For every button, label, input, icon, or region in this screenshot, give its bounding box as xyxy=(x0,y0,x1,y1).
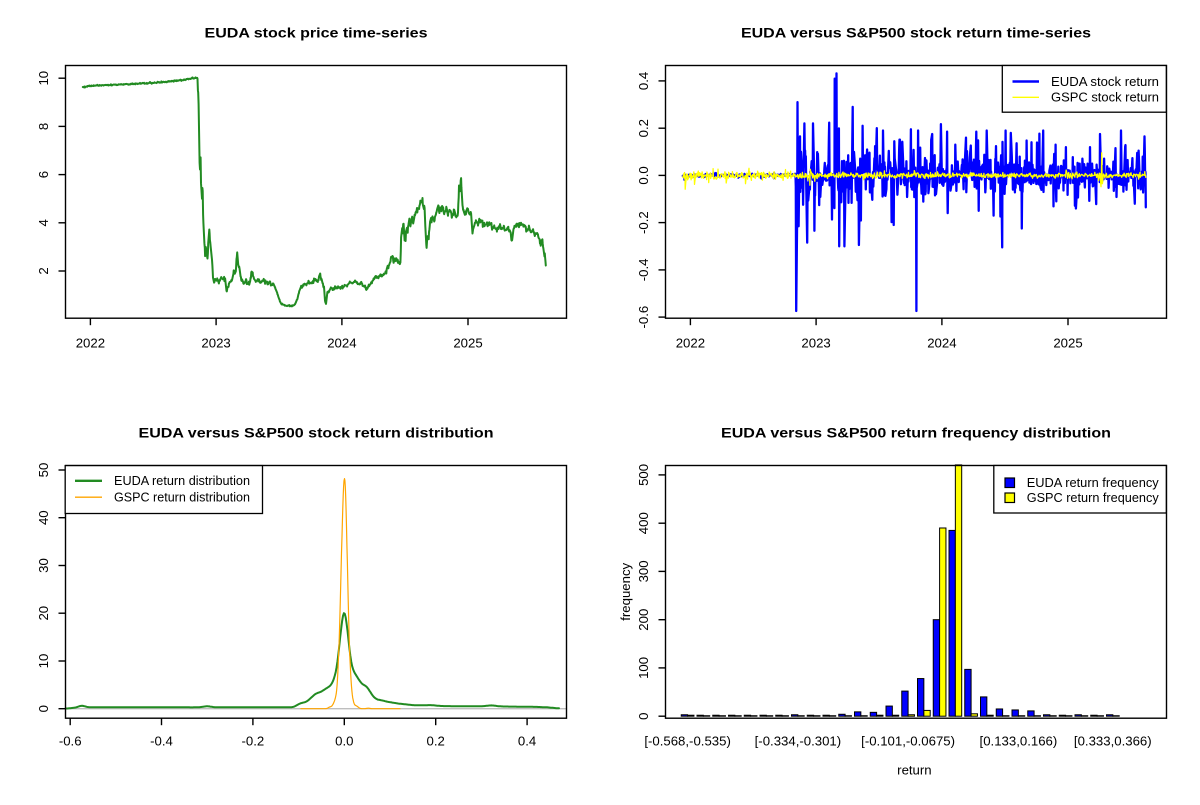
svg-text:2024: 2024 xyxy=(327,336,356,351)
svg-text:return: return xyxy=(897,763,931,778)
svg-text:300: 300 xyxy=(636,560,651,582)
svg-text:EUDA versus S&P500 stock retur: EUDA versus S&P500 stock return time-ser… xyxy=(741,26,1091,42)
svg-text:0.4: 0.4 xyxy=(518,734,536,749)
svg-text:400: 400 xyxy=(636,512,651,534)
svg-text:EUDA stock price time-series: EUDA stock price time-series xyxy=(205,26,428,42)
svg-text:40: 40 xyxy=(36,510,51,525)
svg-text:-0.6: -0.6 xyxy=(636,306,651,329)
svg-text:2: 2 xyxy=(36,267,51,274)
svg-text:0: 0 xyxy=(36,705,51,712)
svg-text:6: 6 xyxy=(36,171,51,178)
svg-text:200: 200 xyxy=(636,609,651,631)
svg-text:30: 30 xyxy=(36,558,51,573)
svg-text:-0.2: -0.2 xyxy=(636,211,651,234)
svg-text:-0.2: -0.2 xyxy=(242,734,265,749)
svg-text:[-0.101,-0.0675): [-0.101,-0.0675) xyxy=(861,734,955,749)
svg-text:EUDA return distribution: EUDA return distribution xyxy=(114,473,250,488)
svg-text:4: 4 xyxy=(36,219,51,226)
svg-text:[0.133,0.166): [0.133,0.166) xyxy=(980,734,1058,749)
svg-text:500: 500 xyxy=(636,464,651,486)
svg-text:GSPC stock return: GSPC stock return xyxy=(1051,90,1159,105)
svg-text:10: 10 xyxy=(36,654,51,669)
svg-text:2025: 2025 xyxy=(453,336,482,351)
svg-text:0.2: 0.2 xyxy=(427,734,445,749)
svg-text:2022: 2022 xyxy=(676,336,705,351)
svg-text:[-0.568,-0.535): [-0.568,-0.535) xyxy=(644,734,731,749)
svg-text:-0.6: -0.6 xyxy=(59,734,82,749)
svg-text:EUDA versus S&P500 return freq: EUDA versus S&P500 return frequency dist… xyxy=(721,426,1111,442)
svg-text:GSPC return distribution: GSPC return distribution xyxy=(114,490,250,505)
svg-text:10: 10 xyxy=(36,71,51,86)
svg-text:8: 8 xyxy=(36,123,51,130)
svg-text:20: 20 xyxy=(36,606,51,621)
svg-text:0.0: 0.0 xyxy=(636,166,651,184)
svg-text:100: 100 xyxy=(636,657,651,679)
svg-text:2024: 2024 xyxy=(927,336,956,351)
svg-text:EUDA versus S&P500 stock retur: EUDA versus S&P500 stock return distribu… xyxy=(139,426,494,442)
svg-text:2025: 2025 xyxy=(1053,336,1082,351)
svg-text:[-0.334,-0.301): [-0.334,-0.301) xyxy=(755,734,842,749)
svg-text:2023: 2023 xyxy=(801,336,830,351)
svg-text:0.4: 0.4 xyxy=(636,72,651,90)
svg-text:0: 0 xyxy=(636,713,651,720)
svg-text:0.0: 0.0 xyxy=(335,734,353,749)
svg-text:EUDA return frequency: EUDA return frequency xyxy=(1027,475,1159,490)
svg-text:EUDA stock return: EUDA stock return xyxy=(1051,74,1159,89)
svg-text:2023: 2023 xyxy=(201,336,230,351)
svg-text:GSPC return frequency: GSPC return frequency xyxy=(1027,490,1159,505)
svg-text:frequency: frequency xyxy=(618,562,633,620)
svg-text:50: 50 xyxy=(36,463,51,478)
svg-text:-0.4: -0.4 xyxy=(150,734,173,749)
svg-text:0.2: 0.2 xyxy=(636,119,651,137)
svg-text:[0.333,0.366): [0.333,0.366) xyxy=(1074,734,1152,749)
svg-text:2022: 2022 xyxy=(76,336,105,351)
svg-text:-0.4: -0.4 xyxy=(636,259,651,282)
